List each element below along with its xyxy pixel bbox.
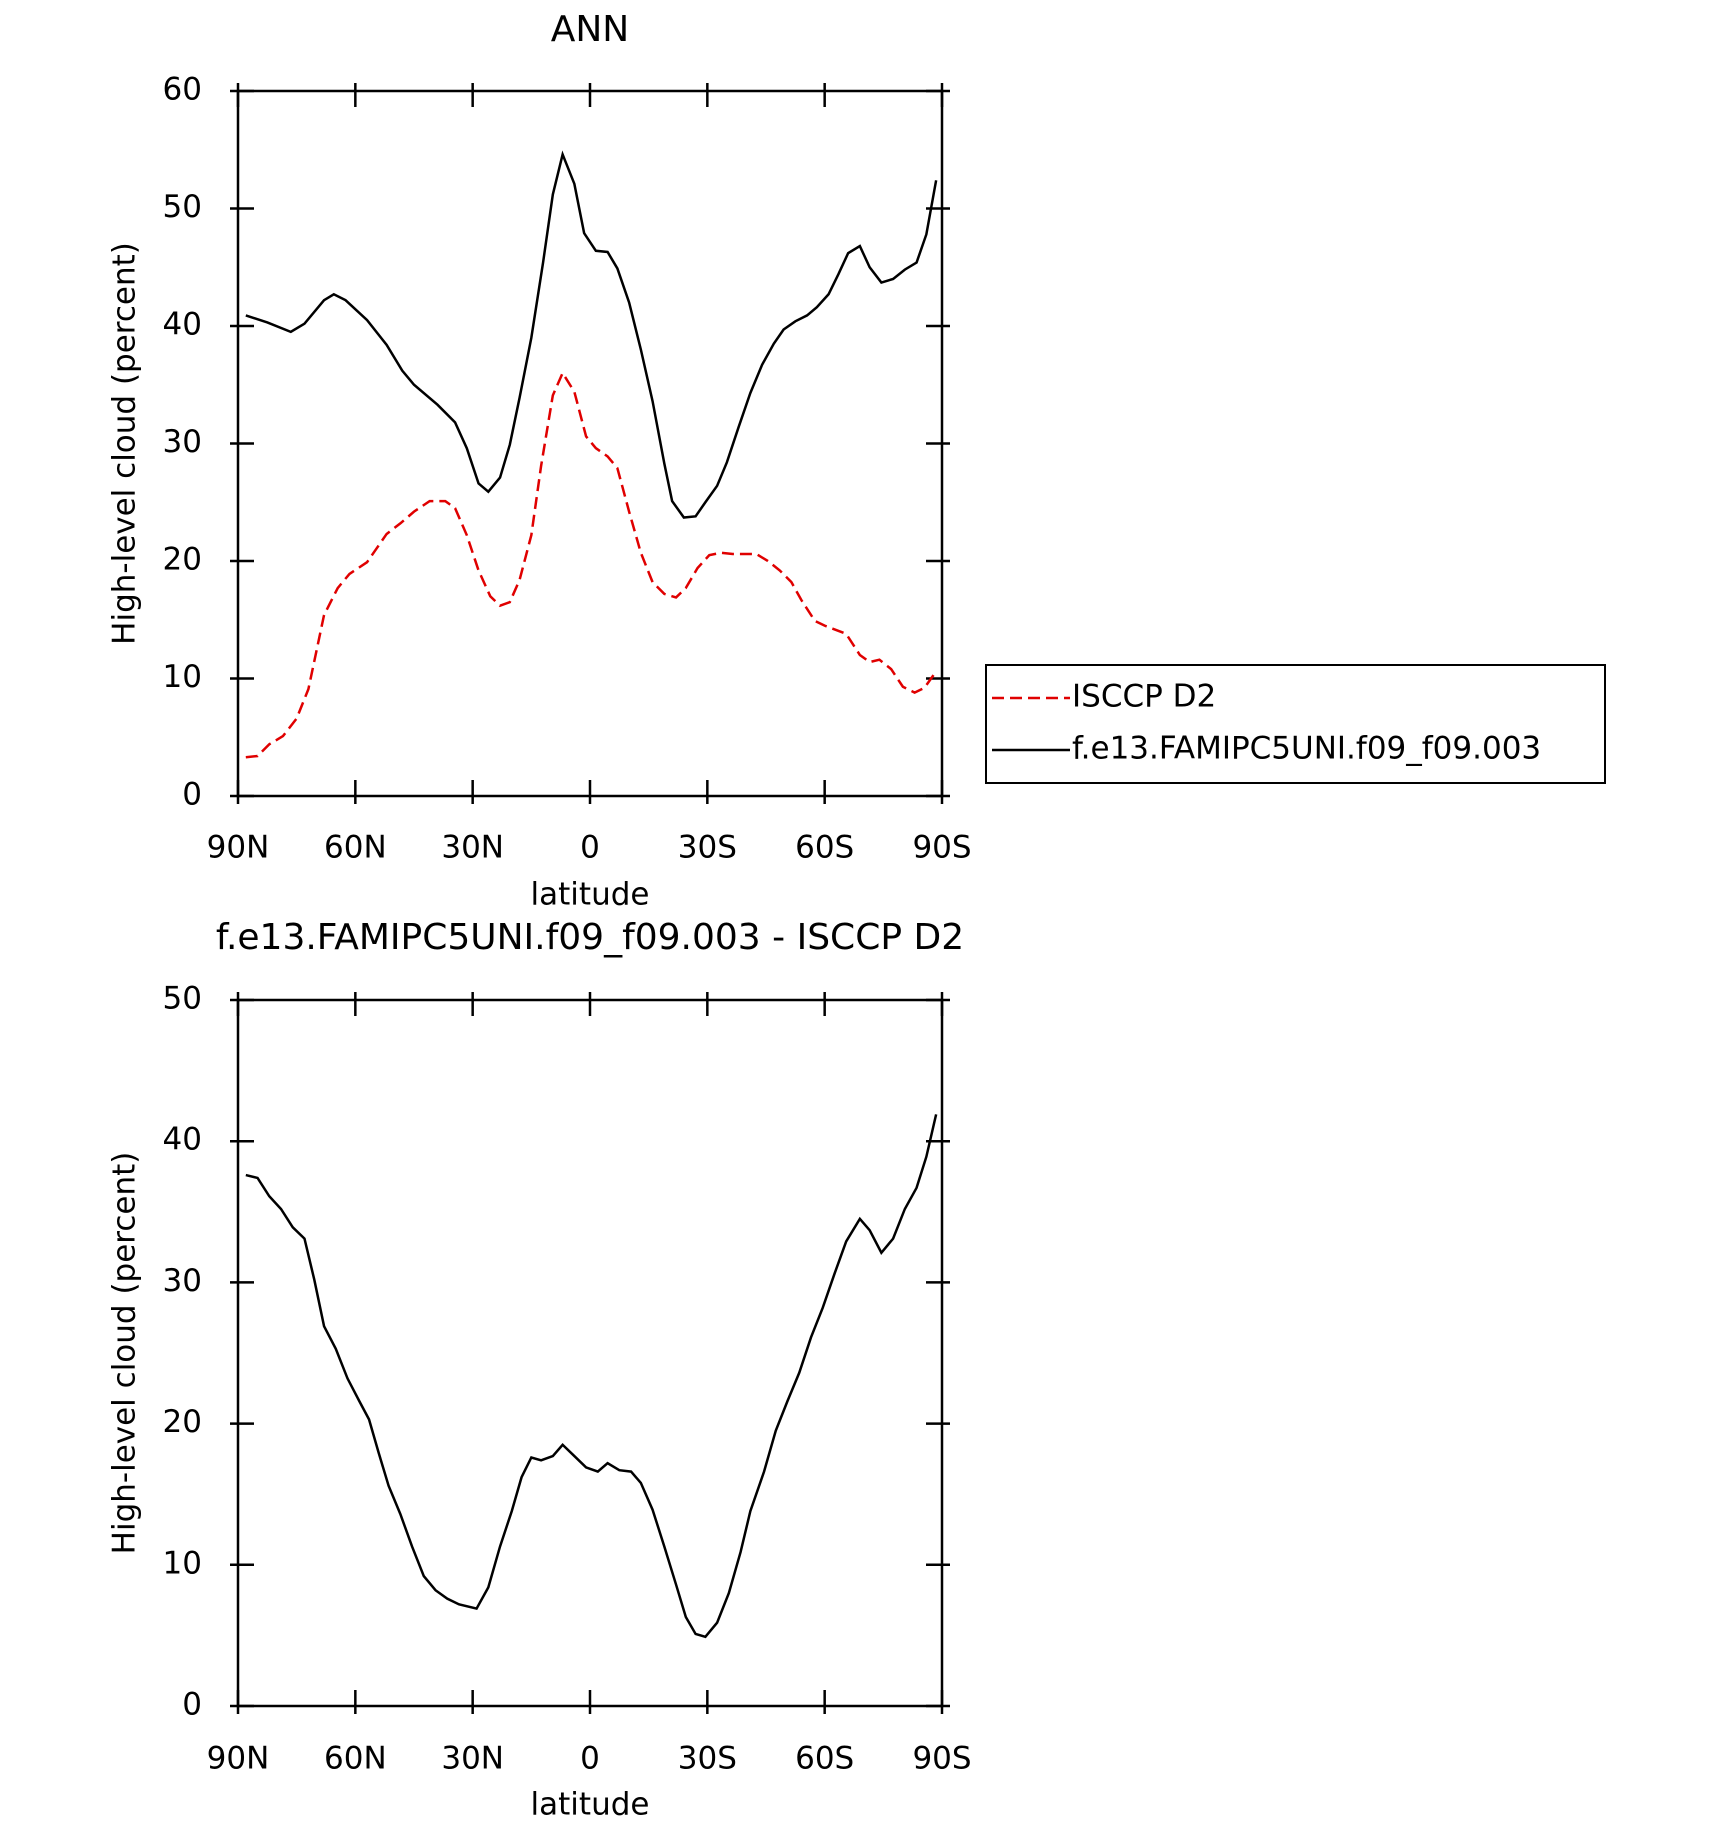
plot-frame — [236, 998, 944, 1708]
x-tick-label: 90N — [207, 830, 270, 866]
y-tick-label: 20 — [163, 542, 202, 578]
plot-frame — [236, 89, 944, 798]
x-tick-label: 0 — [580, 830, 600, 866]
y-axis-label: High-level cloud (percent) — [107, 242, 143, 645]
x-tick-label: 30S — [678, 830, 737, 866]
y-tick-label: 30 — [163, 424, 202, 460]
y-tick-label: 50 — [163, 981, 202, 1017]
x-tick-label: 60S — [795, 1741, 854, 1777]
x-tick-label: 60N — [324, 830, 387, 866]
x-tick-label: 90S — [912, 830, 971, 866]
y-tick-label: 40 — [163, 1122, 202, 1158]
data-line — [245, 150, 938, 519]
y-axis-label: High-level cloud (percent) — [107, 1152, 143, 1555]
legend-label: ISCCP D2 — [1072, 679, 1216, 715]
y-tick-label: 0 — [182, 1687, 202, 1723]
y-tick-label: 40 — [163, 307, 202, 343]
y-tick-label: 20 — [163, 1404, 202, 1440]
data-line — [245, 370, 938, 759]
y-tick-label: 60 — [163, 72, 202, 108]
x-tick-label: 30S — [678, 1741, 737, 1777]
x-tick-label: 30N — [441, 830, 504, 866]
y-tick-label: 10 — [163, 1545, 202, 1581]
y-tick-label: 10 — [163, 659, 202, 695]
x-tick-label: 30N — [441, 1741, 504, 1777]
y-tick-label: 0 — [182, 777, 202, 813]
x-axis-label: latitude — [531, 1787, 650, 1823]
x-axis-label: latitude — [531, 877, 650, 913]
legend-box — [985, 664, 1606, 784]
y-tick-label: 30 — [163, 1263, 202, 1299]
x-tick-label: 60N — [324, 1741, 387, 1777]
x-tick-label: 90S — [912, 1741, 971, 1777]
chart-title: f.e13.FAMIPC5UNI.f09_f09.003 - ISCCP D2 — [216, 917, 964, 958]
y-tick-label: 50 — [163, 189, 202, 225]
data-line — [245, 1114, 938, 1639]
chart-title: ANN — [551, 9, 630, 50]
x-tick-label: 0 — [580, 1741, 600, 1777]
x-tick-label: 60S — [795, 830, 854, 866]
x-tick-label: 90N — [207, 1741, 270, 1777]
legend-label: f.e13.FAMIPC5UNI.f09_f09.003 — [1072, 731, 1541, 767]
